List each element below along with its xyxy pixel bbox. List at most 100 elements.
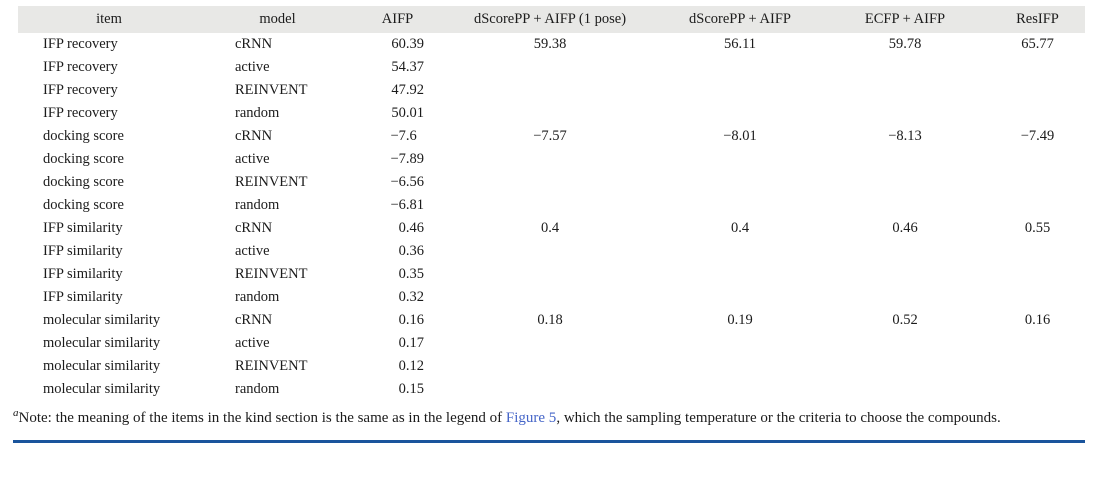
cell-ecfp-aifp	[820, 378, 990, 401]
cell-dscorepp-aifp-1pose	[440, 240, 660, 263]
cell-ecfp-aifp: 0.46	[892, 220, 918, 236]
table-row: IFP recovery active 54.37	[18, 56, 1085, 79]
table-header-row: item model AIFP dScorePP + AIFP (1 pose) dSc…	[18, 6, 1085, 33]
cell-ecfp-aifp	[820, 171, 990, 194]
cell-item: IFP recovery	[43, 82, 118, 98]
cell-aifp: −7.89	[390, 151, 424, 167]
column-header-aifp: AIFP	[355, 6, 440, 33]
cell-item: IFP recovery	[43, 105, 118, 121]
cell-dscorepp-aifp: 0.4	[730, 220, 750, 236]
cell-ecfp-aifp: 59.78	[888, 36, 922, 52]
table-row: IFP similarity random 0.32	[18, 286, 1085, 309]
cell-dscorepp-aifp-1pose	[440, 332, 660, 355]
table-row: IFP recovery REINVENT 47.92	[18, 79, 1085, 102]
table-row: docking score active −7.89	[18, 148, 1085, 171]
cell-model: random	[235, 105, 280, 121]
table-row: IFP similarity active 0.36	[18, 240, 1085, 263]
cell-dscorepp-aifp-1pose	[440, 286, 660, 309]
cell-dscorepp-aifp	[660, 79, 820, 102]
cell-model: REINVENT	[235, 266, 308, 282]
cell-resifp	[990, 332, 1085, 355]
cell-dscorepp-aifp-1pose	[440, 171, 660, 194]
cell-item: IFP similarity	[43, 243, 123, 259]
cell-model: cRNN	[235, 312, 273, 328]
cell-aifp: 0.46	[398, 220, 424, 236]
table-row: molecular similarity active 0.17	[18, 332, 1085, 355]
cell-aifp: 0.32	[398, 289, 424, 305]
cell-ecfp-aifp	[820, 332, 990, 355]
cell-resifp	[990, 194, 1085, 217]
cell-dscorepp-aifp	[660, 355, 820, 378]
results-table: item model AIFP dScorePP + AIFP (1 pose) dSc…	[18, 6, 1085, 401]
cell-aifp: 0.12	[398, 358, 424, 374]
table-row: IFP recovery cRNN 60.39 59.38 56.11 59.78 65.7…	[18, 33, 1085, 56]
cell-item: IFP similarity	[43, 266, 123, 282]
cell-ecfp-aifp	[820, 263, 990, 286]
cell-dscorepp-aifp	[660, 263, 820, 286]
cell-resifp: 65.77	[1021, 36, 1054, 52]
table-body: IFP recovery cRNN 60.39 59.38 56.11 59.78 65.7…	[18, 33, 1085, 401]
cell-model: active	[235, 243, 270, 259]
cell-resifp: 0.55	[1024, 220, 1051, 236]
cell-model: cRNN	[235, 36, 273, 52]
cell-dscorepp-aifp-1pose: 0.4	[540, 220, 560, 236]
cell-dscorepp-aifp-1pose: 0.18	[537, 312, 563, 328]
table-row: docking score random −6.81	[18, 194, 1085, 217]
cell-resifp	[990, 355, 1085, 378]
cell-model: REINVENT	[235, 174, 308, 190]
table-row: molecular similarity cRNN 0.16 0.18 0.19 0.52…	[18, 309, 1085, 332]
cell-item: IFP similarity	[43, 220, 123, 236]
cell-dscorepp-aifp	[660, 102, 820, 125]
cell-item: docking score	[43, 197, 124, 213]
cell-item: docking score	[43, 174, 124, 190]
cell-resifp: −7.49	[1020, 128, 1055, 144]
cell-item: IFP recovery	[43, 36, 118, 52]
cell-resifp	[990, 148, 1085, 171]
footnote-text-after-link: , which the sampling temperature or the …	[556, 410, 1001, 426]
cell-item: docking score	[43, 128, 124, 144]
cell-dscorepp-aifp-1pose	[440, 355, 660, 378]
cell-model: random	[235, 381, 280, 397]
cell-dscorepp-aifp-1pose: 59.38	[533, 36, 567, 52]
cell-dscorepp-aifp-1pose	[440, 378, 660, 401]
cell-dscorepp-aifp	[660, 56, 820, 79]
cell-item: molecular similarity	[43, 381, 161, 397]
cell-aifp: 0.15	[398, 381, 424, 397]
cell-dscorepp-aifp	[660, 171, 820, 194]
cell-resifp	[990, 171, 1085, 194]
cell-dscorepp-aifp	[660, 332, 820, 355]
table-row: molecular similarity random 0.15	[18, 378, 1085, 401]
cell-ecfp-aifp	[820, 286, 990, 309]
column-header-ecfp-aifp: ECFP + AIFP	[820, 6, 990, 33]
cell-model: cRNN	[235, 220, 273, 236]
cell-model: active	[235, 59, 270, 75]
footnote-text-before-link: Note: the meaning of the items in the ki…	[18, 410, 506, 426]
cell-resifp: 0.16	[1024, 312, 1051, 328]
cell-model: active	[235, 335, 270, 351]
cell-dscorepp-aifp	[660, 194, 820, 217]
figure-5-link[interactable]: Figure 5	[505, 410, 557, 426]
cell-ecfp-aifp: −8.13	[888, 128, 922, 144]
table-row: IFP recovery random 50.01	[18, 102, 1085, 125]
cell-dscorepp-aifp-1pose	[440, 79, 660, 102]
table-row: molecular similarity REINVENT 0.12	[18, 355, 1085, 378]
cell-resifp	[990, 56, 1085, 79]
table-row: docking score REINVENT −6.56	[18, 171, 1085, 194]
table-row: docking score cRNN −7.6 −7.57 −8.01 −8.13 −7.…	[18, 125, 1085, 148]
cell-aifp: −6.56	[390, 174, 424, 190]
cell-ecfp-aifp	[820, 79, 990, 102]
cell-item: IFP similarity	[43, 289, 123, 305]
cell-ecfp-aifp	[820, 102, 990, 125]
cell-dscorepp-aifp: −8.01	[723, 128, 757, 144]
cell-model: active	[235, 151, 270, 167]
cell-aifp: 0.16	[398, 312, 424, 328]
cell-aifp: 47.92	[391, 82, 424, 98]
cell-dscorepp-aifp	[660, 378, 820, 401]
cell-dscorepp-aifp-1pose: −7.57	[533, 128, 567, 144]
cell-resifp	[990, 378, 1085, 401]
cell-aifp: 0.36	[398, 243, 424, 259]
cell-aifp: 0.35	[398, 266, 424, 282]
cell-dscorepp-aifp-1pose	[440, 148, 660, 171]
cell-resifp	[990, 263, 1085, 286]
